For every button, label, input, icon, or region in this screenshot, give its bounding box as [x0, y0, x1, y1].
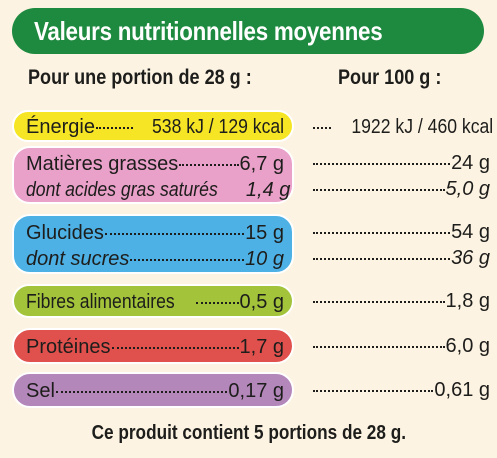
dot-leader — [104, 233, 245, 235]
row-proteines-per100: 6,0 g — [312, 333, 490, 359]
row-glucides-per100: 54 g — [312, 219, 490, 245]
value-acides-gras-portion: 1,4 g — [245, 179, 291, 201]
value-acides-gras-per100: 5,0 g — [445, 178, 490, 200]
pill-sel: Sel 0,17 g — [12, 372, 294, 408]
row-energie-portion: Énergie 538 kJ / 129 kcal — [26, 114, 284, 140]
title-bar: Valeurs nutritionnelles moyennes — [12, 8, 484, 54]
row-matieres-grasses-portion: Matières grasses 6,7 g — [26, 151, 284, 177]
row-fibres-portion: Fibres alimentaires 0,5 g — [26, 289, 284, 315]
value-energie-portion: 538 kJ / 129 kcal — [151, 116, 284, 138]
dot-leader — [313, 390, 434, 392]
pill-fibres: Fibres alimentaires 0,5 g — [12, 284, 294, 318]
value-fibres-portion: 0,5 g — [239, 291, 284, 313]
label-sel: Sel — [26, 380, 55, 402]
label-energie: Énergie — [26, 116, 95, 138]
dot-leader — [313, 232, 451, 234]
row-acides-gras-portion: dont acides gras saturés 1,4 g — [26, 177, 290, 203]
per100-fibres: 1,8 g — [312, 288, 490, 314]
value-proteines-portion: 1,7 g — [239, 336, 284, 358]
dot-leader — [55, 391, 228, 393]
footer-note: Ce produit contient 5 portions de 28 g. — [91, 422, 406, 444]
dot-leader — [130, 259, 245, 261]
per100-sel: 0,61 g — [312, 377, 490, 403]
label-acides-gras: dont acides gras saturés — [26, 179, 218, 201]
pill-proteines: Protéines 1,7 g — [12, 328, 294, 364]
dot-leader — [313, 258, 451, 260]
dot-leader — [111, 347, 239, 349]
per100-energie: 1922 kJ / 460 kcal — [312, 114, 494, 140]
per100-matieres-grasses: 24 g 5,0 g — [312, 150, 490, 202]
dot-leader — [195, 302, 239, 304]
pill-matieres-grasses: Matières grasses 6,7 g dont acides gras … — [12, 146, 294, 204]
label-fibres: Fibres alimentaires — [26, 291, 175, 313]
dot-leader — [179, 164, 239, 166]
row-sucres-portion: dont sucres 10 g — [26, 246, 284, 272]
label-proteines: Protéines — [26, 336, 111, 358]
page-title: Valeurs nutritionnelles moyennes — [34, 15, 383, 46]
label-sucres: dont sucres — [26, 248, 130, 270]
value-glucides-per100: 54 g — [451, 221, 490, 243]
label-glucides: Glucides — [26, 222, 104, 244]
label-matieres-grasses: Matières grasses — [26, 153, 179, 175]
dot-leader — [313, 163, 451, 165]
row-sel-portion: Sel 0,17 g — [26, 378, 284, 404]
row-sucres-per100: 36 g — [312, 245, 490, 271]
value-sel-portion: 0,17 g — [228, 380, 284, 402]
row-matieres-grasses-per100: 24 g — [312, 150, 490, 176]
value-proteines-per100: 6,0 g — [445, 335, 490, 357]
header-per-100g: Pour 100 g : — [338, 66, 442, 89]
dot-leader — [313, 127, 331, 129]
row-glucides-portion: Glucides 15 g — [26, 220, 284, 246]
value-energie-per100: 1922 kJ / 460 kcal — [351, 116, 494, 138]
row-energie-per100: 1922 kJ / 460 kcal — [312, 114, 494, 140]
dot-leader — [95, 127, 133, 129]
value-fibres-per100: 1,8 g — [445, 290, 490, 312]
per100-proteines: 6,0 g — [312, 333, 490, 359]
pill-glucides: Glucides 15 g dont sucres 10 g — [12, 214, 294, 274]
row-acides-gras-per100: 5,0 g — [312, 176, 490, 202]
value-glucides-portion: 15 g — [245, 222, 284, 244]
header-per-portion: Pour une portion de 28 g : — [28, 66, 252, 89]
dot-leader — [313, 346, 445, 348]
value-sucres-per100: 36 g — [451, 247, 490, 269]
row-proteines-portion: Protéines 1,7 g — [26, 334, 284, 360]
value-sel-per100: 0,61 g — [434, 379, 490, 401]
row-fibres-per100: 1,8 g — [312, 288, 490, 314]
row-sel-per100: 0,61 g — [312, 377, 490, 403]
per100-glucides: 54 g 36 g — [312, 219, 490, 271]
dot-leader — [313, 189, 445, 191]
value-matieres-grasses-per100: 24 g — [451, 152, 490, 174]
value-sucres-portion: 10 g — [245, 248, 284, 270]
value-matieres-grasses-portion: 6,7 g — [239, 153, 284, 175]
dot-leader — [313, 301, 445, 303]
pill-energie: Énergie 538 kJ / 129 kcal — [12, 110, 294, 142]
